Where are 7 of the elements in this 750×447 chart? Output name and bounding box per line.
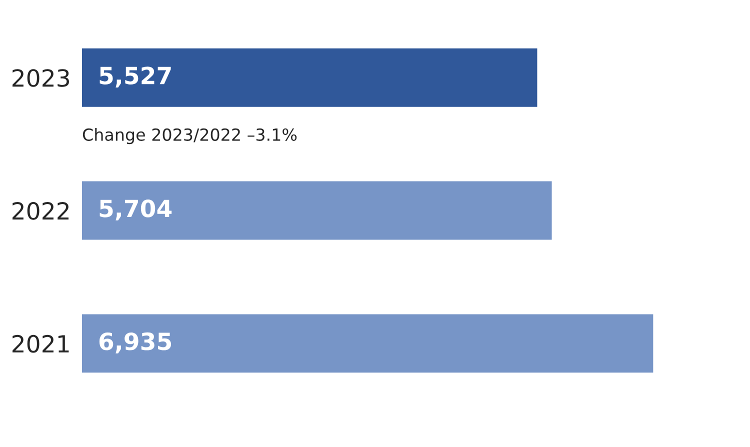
annotation: Change 2023/2022 –3.1% — [82, 128, 297, 144]
data-label: 6,935 — [99, 332, 172, 354]
y-tick-label: 2023 — [12, 69, 69, 87]
data-label: 5,704 — [100, 200, 172, 220]
y-tick-label: 2022 — [12, 202, 69, 220]
y-tick-label: 2021 — [12, 334, 69, 353]
data-label: 5,527 — [100, 66, 171, 88]
